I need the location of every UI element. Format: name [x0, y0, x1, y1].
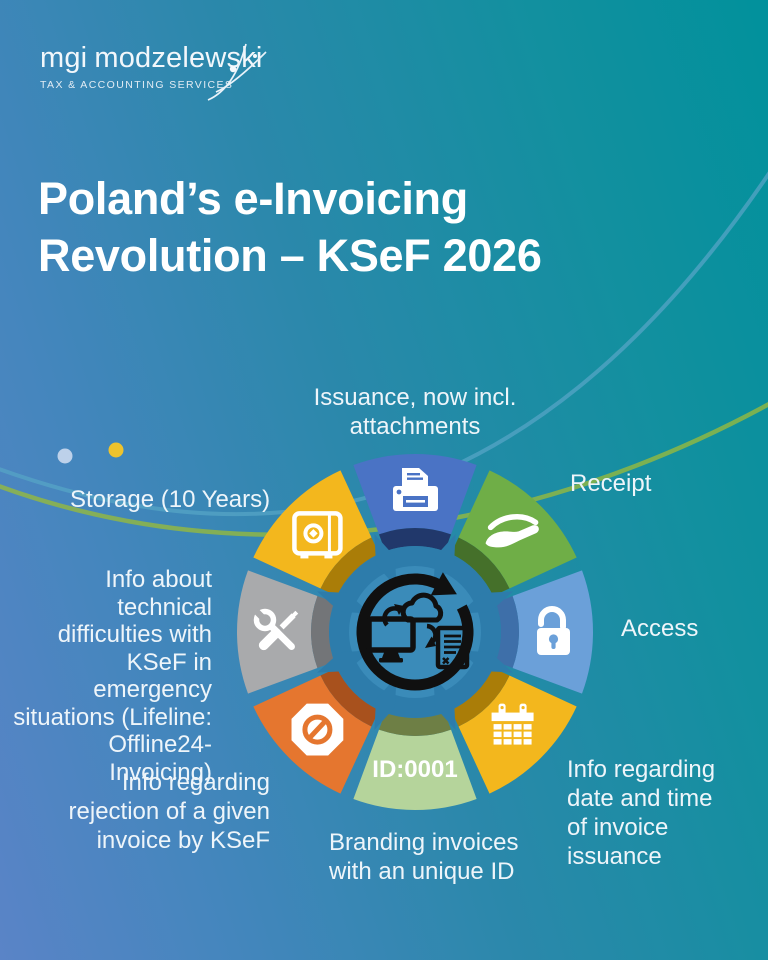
label-technical-difficulties: Info about technical difficulties with K…: [13, 566, 212, 786]
gear-tab: [317, 650, 371, 673]
segment-branding: [353, 729, 477, 810]
gear-tab: [433, 534, 456, 588]
page-title: Poland’s e-Invoicing Revolution – KSeF 2…: [38, 173, 542, 281]
segment-receipt-inner-arc: [451, 537, 510, 596]
label-issuance: Issuance, now incl. attachments: [313, 384, 517, 440]
label-access: Access: [621, 615, 699, 642]
gear-tab: [433, 676, 456, 730]
segment-issuance-datetime-inner-arc: [451, 668, 510, 727]
decor-dot-blue: [57, 448, 73, 464]
segment-storage-inner-arc: [320, 537, 379, 596]
gear-tab: [459, 591, 513, 614]
brand-tagline: TAX & ACCOUNTING SERVICES: [40, 79, 234, 91]
segment-branding-inner-arc: [379, 712, 451, 736]
gear-tab: [317, 591, 371, 614]
label-receipt: Receipt: [570, 470, 652, 497]
label-branding: Branding invoices with an unique ID: [329, 829, 519, 885]
gear-tab: [459, 650, 513, 673]
segment-receipt: [458, 470, 577, 589]
label-issuance-datetime: Info regarding date and time of invoice …: [567, 756, 716, 870]
decor-dot-yellow: [108, 442, 124, 458]
segment-storage: [253, 470, 372, 589]
label-storage: Storage (10 Years): [70, 486, 271, 513]
prohibition-icon: [292, 704, 344, 756]
segment-rejection-inner-arc: [320, 668, 379, 727]
label-rejection: Info regarding rejection of a given invo…: [68, 769, 270, 854]
segment-access-inner-arc: [495, 596, 519, 668]
segment-technical-inner-arc: [311, 596, 335, 668]
brand-swoosh-icon: [207, 43, 267, 101]
gear-tab: [374, 676, 397, 730]
ksef-cycle-wheel: [237, 454, 593, 810]
brand-name-first: mgi: [40, 42, 88, 74]
id-badge: ID:0001: [372, 756, 458, 783]
gear-tab: [374, 534, 397, 588]
segment-issuance-inner-arc: [379, 528, 451, 552]
